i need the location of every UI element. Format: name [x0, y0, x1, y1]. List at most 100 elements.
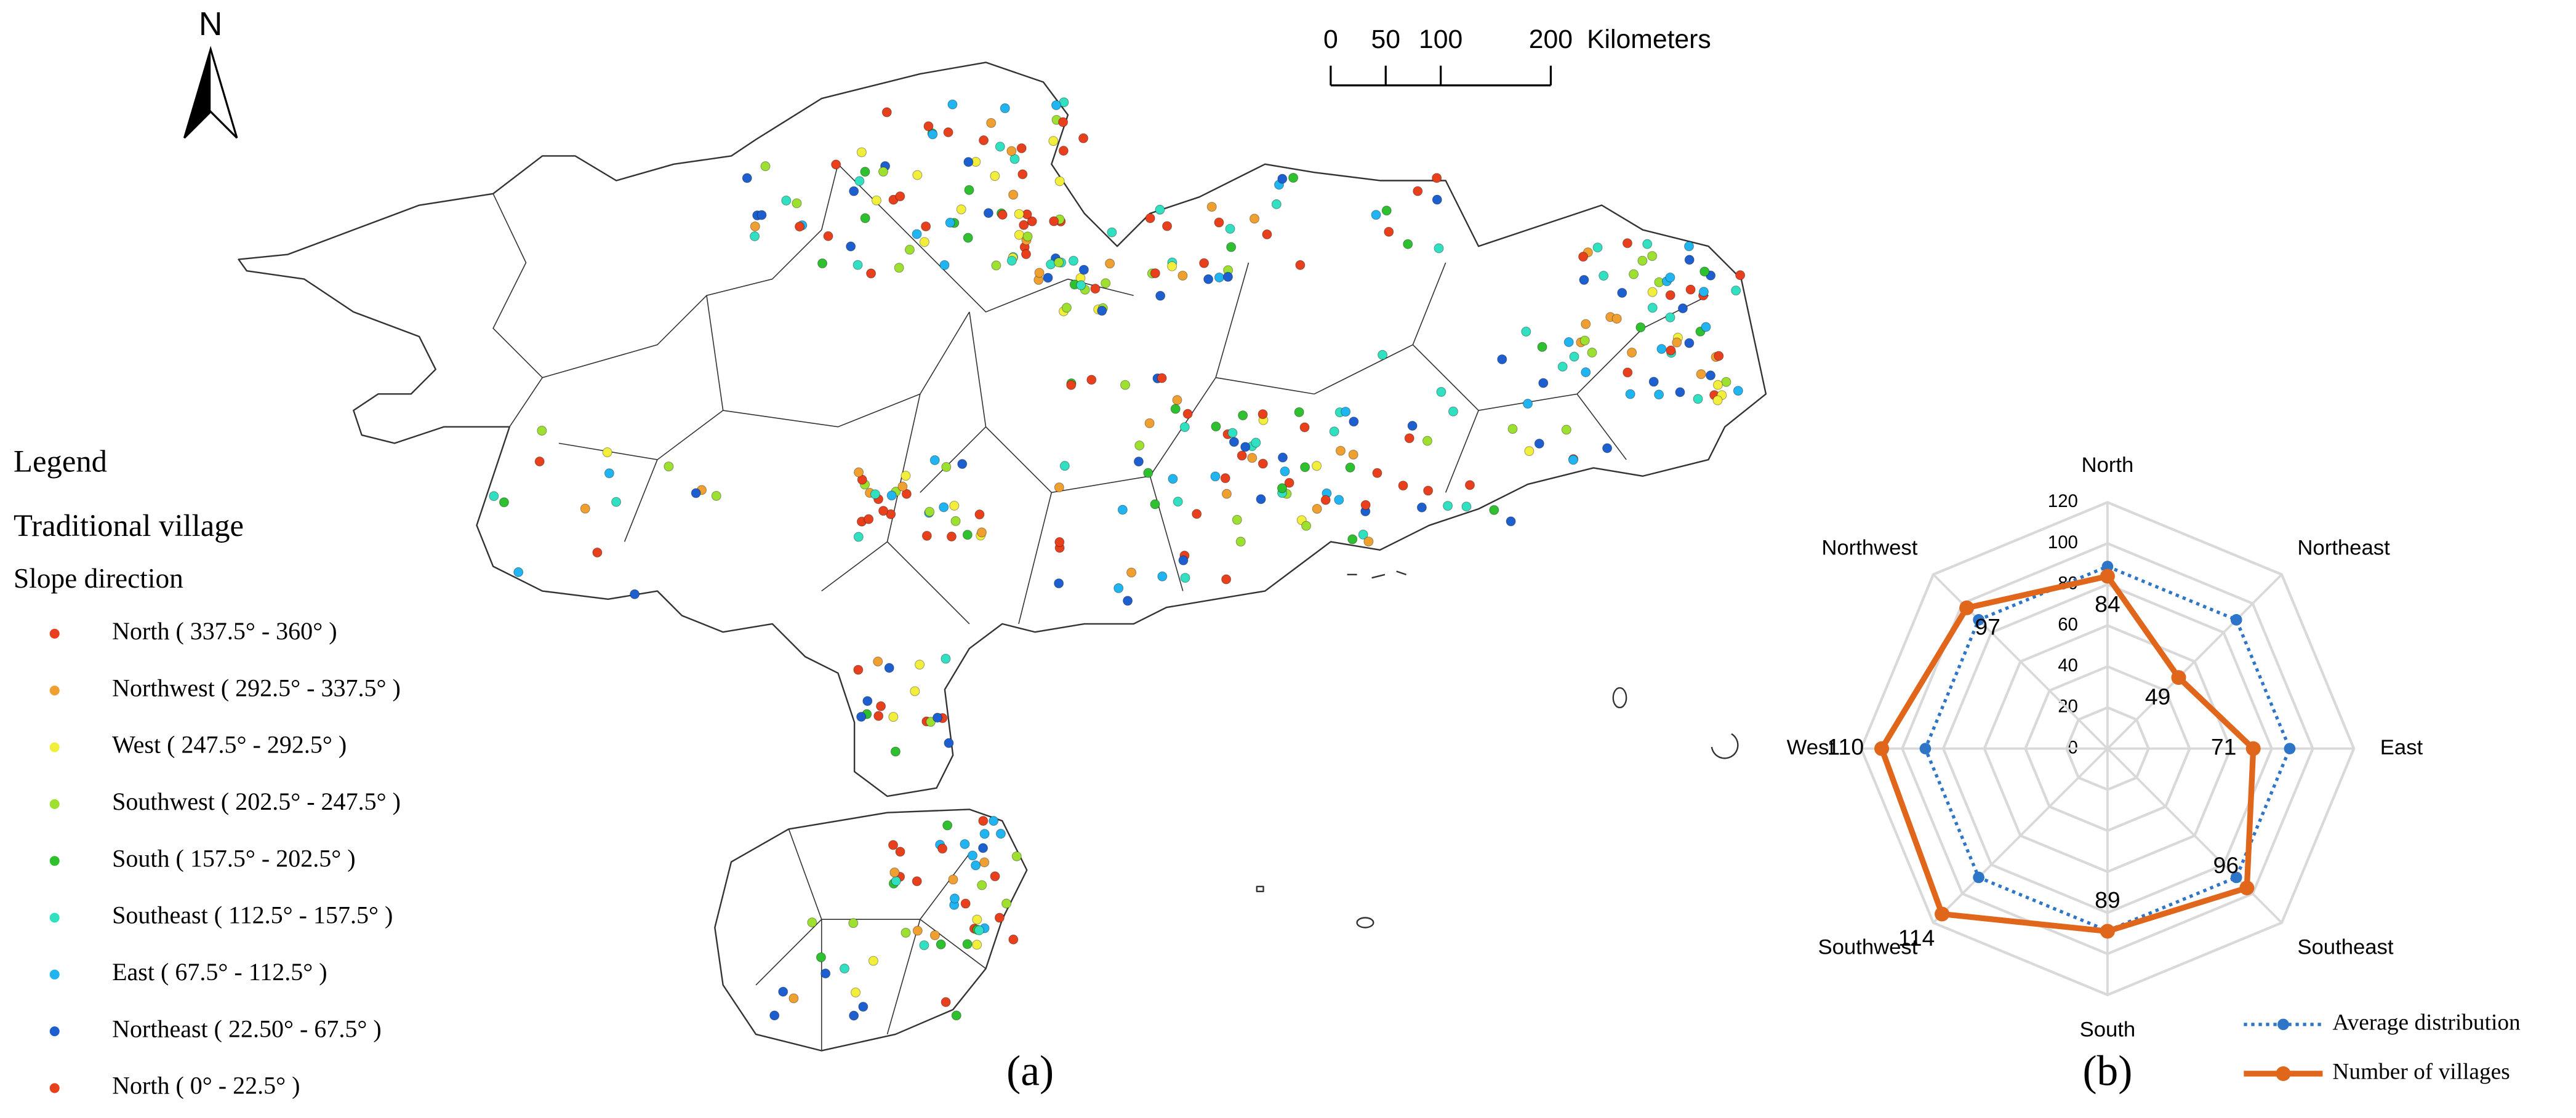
legend-label: North ( 337.5° - 360° ) — [112, 617, 337, 645]
village-point — [1696, 369, 1706, 380]
village-point — [1672, 337, 1682, 348]
village-point — [947, 99, 958, 110]
legend-label: West ( 247.5° - 292.5° ) — [112, 731, 347, 759]
value-label: 114 — [1898, 925, 1935, 951]
village-point — [884, 663, 894, 673]
village-point — [1699, 266, 1710, 277]
village-point — [1341, 407, 1351, 417]
north-arrow-label: N — [199, 6, 223, 42]
village-point — [957, 459, 968, 469]
village-point — [1403, 239, 1413, 249]
village-point — [929, 455, 940, 465]
village-point — [1011, 851, 1022, 861]
village-point — [592, 547, 603, 557]
village-point — [1182, 409, 1193, 419]
village-point — [912, 925, 923, 936]
village-point — [817, 258, 828, 269]
village-point — [962, 939, 973, 949]
village-point — [742, 173, 752, 183]
village-point — [1627, 347, 1637, 357]
village-point — [1347, 534, 1358, 545]
village-point — [853, 665, 864, 675]
scale-unit: Kilometers — [1587, 25, 1711, 54]
village-point — [979, 135, 989, 146]
village-point — [1599, 271, 1609, 281]
village-point — [956, 204, 966, 215]
village-point — [1592, 242, 1603, 253]
village-point — [1335, 445, 1346, 456]
village-point — [1537, 341, 1547, 352]
village-point — [807, 917, 817, 928]
village-point — [1022, 231, 1033, 242]
legend-label: North ( 0° - 22.5° ) — [112, 1072, 300, 1100]
village-point — [946, 532, 957, 542]
village-point — [960, 839, 970, 849]
village-point — [1706, 370, 1716, 381]
village-point — [1145, 213, 1155, 223]
village-point — [983, 208, 993, 218]
village-point — [1617, 287, 1627, 298]
village-point — [1629, 269, 1639, 279]
village-point — [1534, 438, 1544, 449]
village-point — [1299, 422, 1310, 433]
village-point — [964, 185, 974, 195]
village-point — [778, 986, 788, 997]
village-point — [1237, 450, 1247, 461]
village-point — [937, 844, 948, 854]
village-point — [1506, 516, 1516, 527]
village-point — [691, 488, 701, 498]
r-tick-label: 20 — [2058, 697, 2078, 717]
village-point — [1665, 272, 1675, 282]
village-point — [1054, 482, 1064, 493]
village-point — [1066, 380, 1077, 390]
village-point — [1348, 449, 1358, 460]
village-point — [839, 964, 850, 974]
village-point — [849, 186, 859, 196]
village-point — [1334, 495, 1344, 505]
village-point — [862, 696, 873, 706]
village-point — [1170, 404, 1181, 414]
village-point — [1581, 367, 1591, 377]
village-point — [979, 857, 990, 868]
spoke — [2106, 573, 2283, 749]
village-point — [1203, 274, 1214, 284]
series-point — [2245, 741, 2261, 756]
village-point — [1009, 154, 1020, 164]
village-point — [788, 993, 799, 1004]
village-point — [1150, 268, 1160, 279]
village-point — [1524, 446, 1535, 457]
village-point — [873, 711, 884, 721]
village-point — [941, 997, 951, 1007]
village-point — [1698, 287, 1709, 297]
village-point — [1666, 345, 1676, 356]
scale-label: 0 — [1323, 25, 1338, 54]
village-point — [1358, 529, 1368, 540]
village-point — [1157, 373, 1167, 383]
village-point — [1381, 206, 1392, 216]
village-point — [1211, 421, 1221, 432]
village-point — [1611, 313, 1622, 324]
village-point — [941, 653, 951, 664]
village-point — [1173, 497, 1183, 507]
village-point — [1295, 260, 1306, 270]
legend-title: Legend — [14, 444, 107, 479]
village-point — [963, 157, 974, 167]
village-point — [1443, 501, 1453, 511]
village-point — [1178, 270, 1188, 281]
village-point — [1046, 259, 1056, 270]
village-point — [921, 221, 931, 231]
village-point — [1280, 466, 1290, 477]
village-point — [858, 1002, 869, 1012]
village-point — [1134, 440, 1145, 451]
village-point — [1043, 273, 1053, 283]
village-point — [664, 461, 674, 472]
village-point — [997, 210, 1008, 220]
village-point — [1461, 501, 1472, 512]
village-point — [1602, 443, 1613, 453]
series-point — [1973, 614, 1984, 626]
village-point — [1665, 312, 1675, 322]
map-panel: N 0 50 100 200 Kilometers (a) Legend Traditi… — [14, 6, 1767, 1100]
village-point — [1258, 409, 1268, 420]
village-point — [604, 468, 614, 479]
village-point — [971, 860, 981, 871]
